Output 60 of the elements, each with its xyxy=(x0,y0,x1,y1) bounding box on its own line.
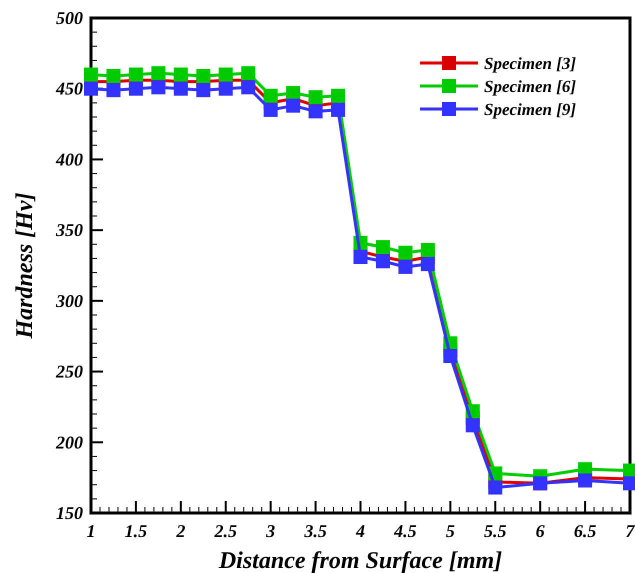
point xyxy=(196,68,210,83)
point xyxy=(443,349,458,364)
x-tick-label: 4.5 xyxy=(393,521,417,541)
point xyxy=(354,250,368,264)
point xyxy=(241,66,256,80)
point xyxy=(196,83,210,98)
legend-label: Specimen [3] xyxy=(484,54,576,73)
x-tick-label: 2 xyxy=(175,521,186,541)
point xyxy=(331,102,346,117)
point xyxy=(376,240,390,254)
point xyxy=(106,83,120,98)
point xyxy=(106,68,120,83)
point xyxy=(466,418,480,432)
point xyxy=(264,102,278,117)
x-tick-label: 4 xyxy=(355,521,365,541)
y-tick-label: 150 xyxy=(56,503,83,523)
x-tick-label: 6 xyxy=(536,521,545,541)
y-tick-label: 250 xyxy=(55,362,83,382)
y-tick-label: 350 xyxy=(55,220,83,240)
point xyxy=(151,66,166,80)
y-axis-title: Hardness [Hv] xyxy=(12,192,38,340)
legend-label: Specimen [9] xyxy=(484,100,576,119)
y-tick-label: 500 xyxy=(56,8,83,28)
point xyxy=(128,82,143,96)
legend-label: Specimen [6] xyxy=(484,77,576,96)
y-tick-label: 300 xyxy=(55,290,83,311)
point xyxy=(376,254,390,268)
x-tick-label: 2.5 xyxy=(214,521,237,541)
x-tick-label: 5 xyxy=(446,521,455,541)
point xyxy=(308,90,323,104)
point xyxy=(84,68,98,82)
point xyxy=(241,80,256,94)
y-tick-label: 200 xyxy=(55,432,83,452)
x-tick-label: 6.5 xyxy=(574,521,596,541)
x-tick-label: 3.5 xyxy=(303,521,327,541)
point xyxy=(151,80,166,94)
point xyxy=(174,82,188,96)
x-tick-label: 1 xyxy=(86,521,96,541)
x-tick-label: 3 xyxy=(265,521,276,541)
point xyxy=(128,68,143,82)
x-tick-label: 7 xyxy=(626,521,635,541)
point xyxy=(84,82,98,96)
point xyxy=(331,88,346,103)
point xyxy=(308,104,323,118)
point xyxy=(286,98,300,113)
point xyxy=(488,480,502,495)
point xyxy=(218,68,233,82)
point xyxy=(398,246,412,260)
y-tick-label: 450 xyxy=(55,78,83,99)
y-tick-label: 400 xyxy=(55,149,83,170)
point xyxy=(420,257,435,272)
point xyxy=(398,260,412,274)
point xyxy=(578,473,592,488)
x-axis-title: Distance from Surface [mm] xyxy=(218,548,502,573)
point xyxy=(174,68,188,82)
x-tick-label: 1.5 xyxy=(124,521,148,541)
point xyxy=(264,88,278,103)
point xyxy=(218,82,233,96)
point xyxy=(420,242,435,257)
x-tick-label: 5.5 xyxy=(484,521,506,541)
